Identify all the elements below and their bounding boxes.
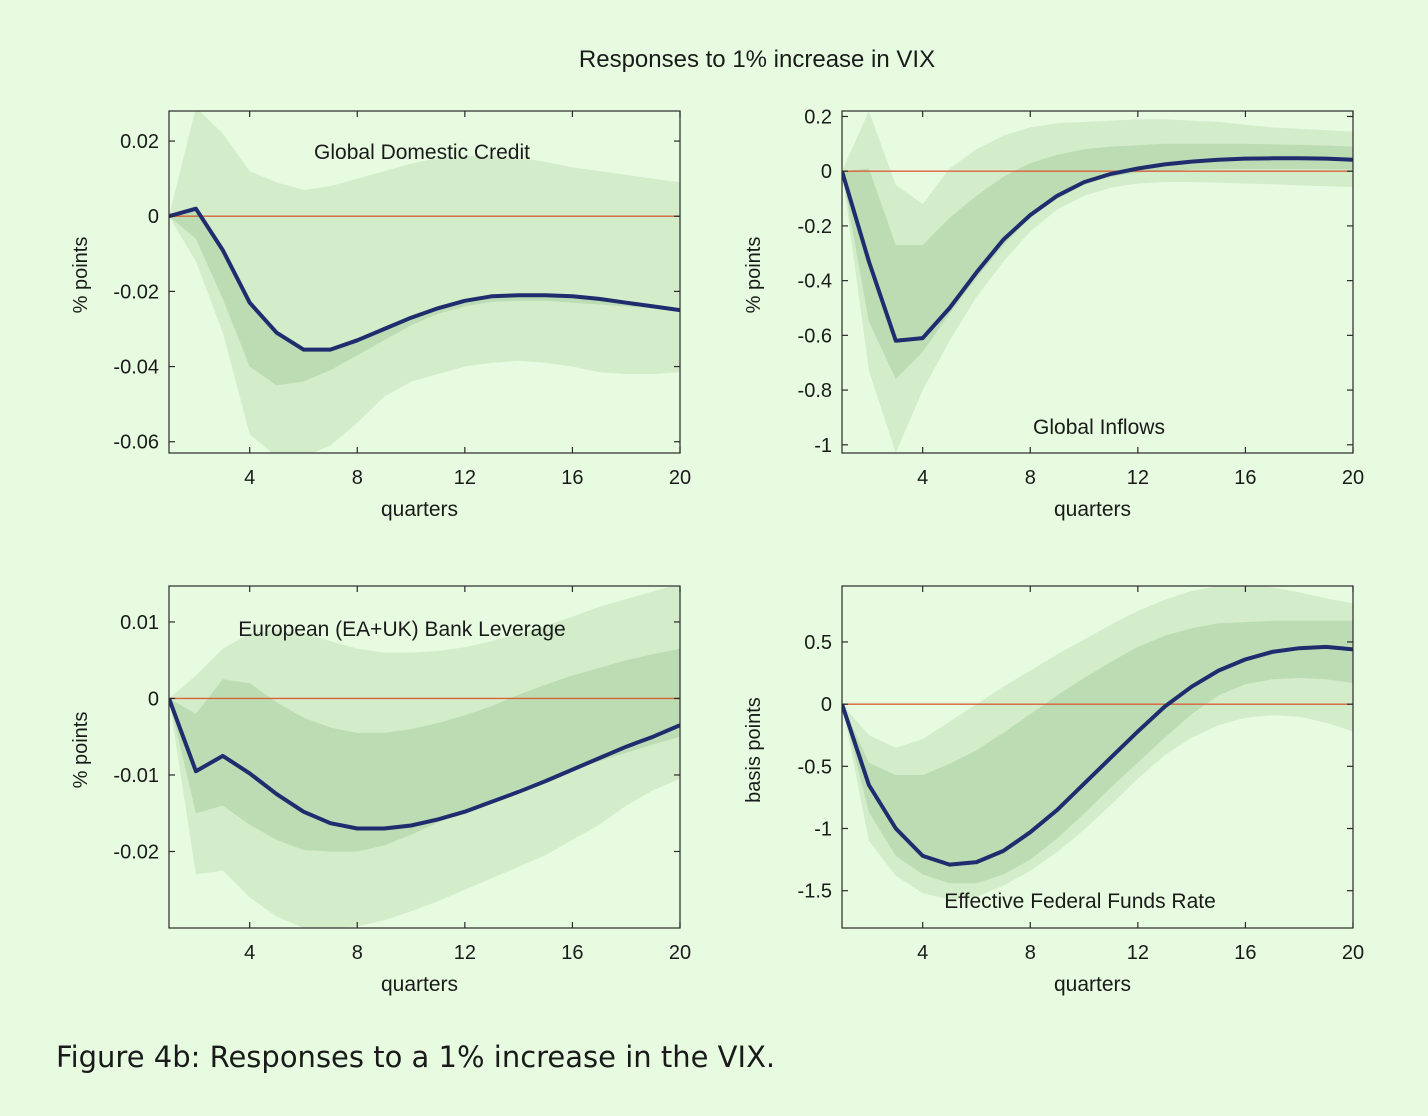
- panel-title: Effective Federal Funds Rate: [944, 890, 1216, 913]
- plot-frame: [841, 585, 1354, 929]
- inner-confidence-band: [842, 620, 1353, 884]
- x-tick-label: 16: [561, 467, 583, 489]
- y-tick-label: -0.5: [798, 756, 832, 778]
- chart-panel-1: 4 8 12 16 20 -0.06 -0.04 -0.02 0 0.02 Global Domes…: [70, 110, 691, 521]
- plot-frame: [841, 110, 1354, 454]
- y-axis-label: % points: [70, 712, 92, 789]
- y-tick-label: -1.5: [798, 881, 832, 903]
- x-tick-label: 20: [1342, 467, 1364, 489]
- y-tick-label: -0.06: [113, 432, 159, 454]
- panel-title: Global Inflows: [1033, 416, 1165, 439]
- y-tick-label: -0.02: [113, 281, 159, 303]
- response-line: [169, 206, 680, 352]
- y-tick-label: -0.04: [113, 357, 159, 379]
- x-tick-label: 12: [454, 467, 476, 489]
- x-tick-label: 8: [1025, 942, 1036, 964]
- plot-area: [842, 586, 1353, 900]
- x-axis-label: quarters: [381, 498, 458, 521]
- chart-panel-4: 4 8 12 16 20 -1.5 -1 -0.5 0 0.5 Effective Federal …: [743, 585, 1364, 996]
- y-tick-label: -1: [814, 819, 832, 841]
- y-tick-label: 0.02: [120, 131, 159, 153]
- x-tick-label: 16: [1234, 467, 1256, 489]
- panel-title: European (EA+UK) Bank Leverage: [238, 618, 565, 641]
- plot-frame: [168, 585, 681, 929]
- x-tick-label: 4: [917, 467, 928, 489]
- x-axis-label: quarters: [1054, 498, 1131, 521]
- y-tick-label: 0: [821, 161, 832, 183]
- y-tick-label: 0: [148, 206, 159, 228]
- y-tick-label: 0.01: [120, 612, 159, 634]
- inner-confidence-band: [842, 143, 1353, 380]
- figure-title: Responses to 1% increase in VIX: [579, 46, 935, 73]
- y-tick-label: 0: [821, 694, 832, 716]
- y-tick-label: -0.01: [113, 765, 159, 787]
- y-tick-label: 0: [148, 688, 159, 710]
- plot-area: [169, 111, 680, 453]
- x-tick-label: 12: [1127, 467, 1149, 489]
- x-tick-label: 16: [561, 942, 583, 964]
- response-line: [842, 644, 1353, 867]
- x-tick-label: 4: [244, 942, 255, 964]
- figure-caption: Figure 4b: Responses to a 1% increase in…: [56, 1040, 776, 1074]
- x-tick-label: 20: [1342, 942, 1364, 964]
- x-tick-label: 8: [352, 942, 363, 964]
- plot-area: [169, 586, 680, 928]
- x-axis-label: quarters: [1054, 973, 1131, 996]
- x-tick-label: 20: [669, 467, 691, 489]
- x-tick-label: 4: [917, 942, 928, 964]
- x-tick-label: 12: [1127, 942, 1149, 964]
- y-tick-label: -1: [814, 435, 832, 457]
- x-axis-label: quarters: [381, 973, 458, 996]
- panel-title: Global Domestic Credit: [314, 141, 530, 164]
- x-tick-label: 4: [244, 467, 255, 489]
- outer-confidence-band: [842, 111, 1353, 453]
- plot-frame: [168, 110, 681, 454]
- y-tick-label: -0.4: [798, 271, 832, 293]
- chart-panel-3: 4 8 12 16 20 -0.02 -0.01 0 0.01 European (EA+UK) …: [70, 585, 691, 996]
- y-tick-label: -0.02: [113, 841, 159, 863]
- y-axis-label: % points: [70, 237, 92, 314]
- x-tick-label: 12: [454, 942, 476, 964]
- y-tick-label: -0.2: [798, 216, 832, 238]
- y-tick-label: 0.5: [804, 632, 832, 654]
- y-tick-label: -0.8: [798, 380, 832, 402]
- x-tick-label: 20: [669, 942, 691, 964]
- y-tick-label: 0.2: [804, 106, 832, 128]
- x-tick-label: 8: [1025, 467, 1036, 489]
- x-tick-label: 8: [352, 467, 363, 489]
- y-axis-label: basis points: [743, 697, 765, 803]
- plot-area: [842, 111, 1353, 453]
- chart-panels: 4 8 12 16 20 -0.06 -0.04 -0.02 0 0.02 Global Domes…: [70, 106, 1364, 996]
- y-axis-label: % points: [743, 237, 765, 314]
- inner-confidence-band: [169, 648, 680, 852]
- chart-panel-2: 4 8 12 16 20 -1 -0.8 -0.6 -0.4 -0.2 0 0.2 Global Inf…: [743, 106, 1364, 521]
- x-tick-label: 16: [1234, 942, 1256, 964]
- y-tick-label: -0.6: [798, 325, 832, 347]
- response-line: [169, 697, 680, 831]
- response-line: [842, 156, 1353, 343]
